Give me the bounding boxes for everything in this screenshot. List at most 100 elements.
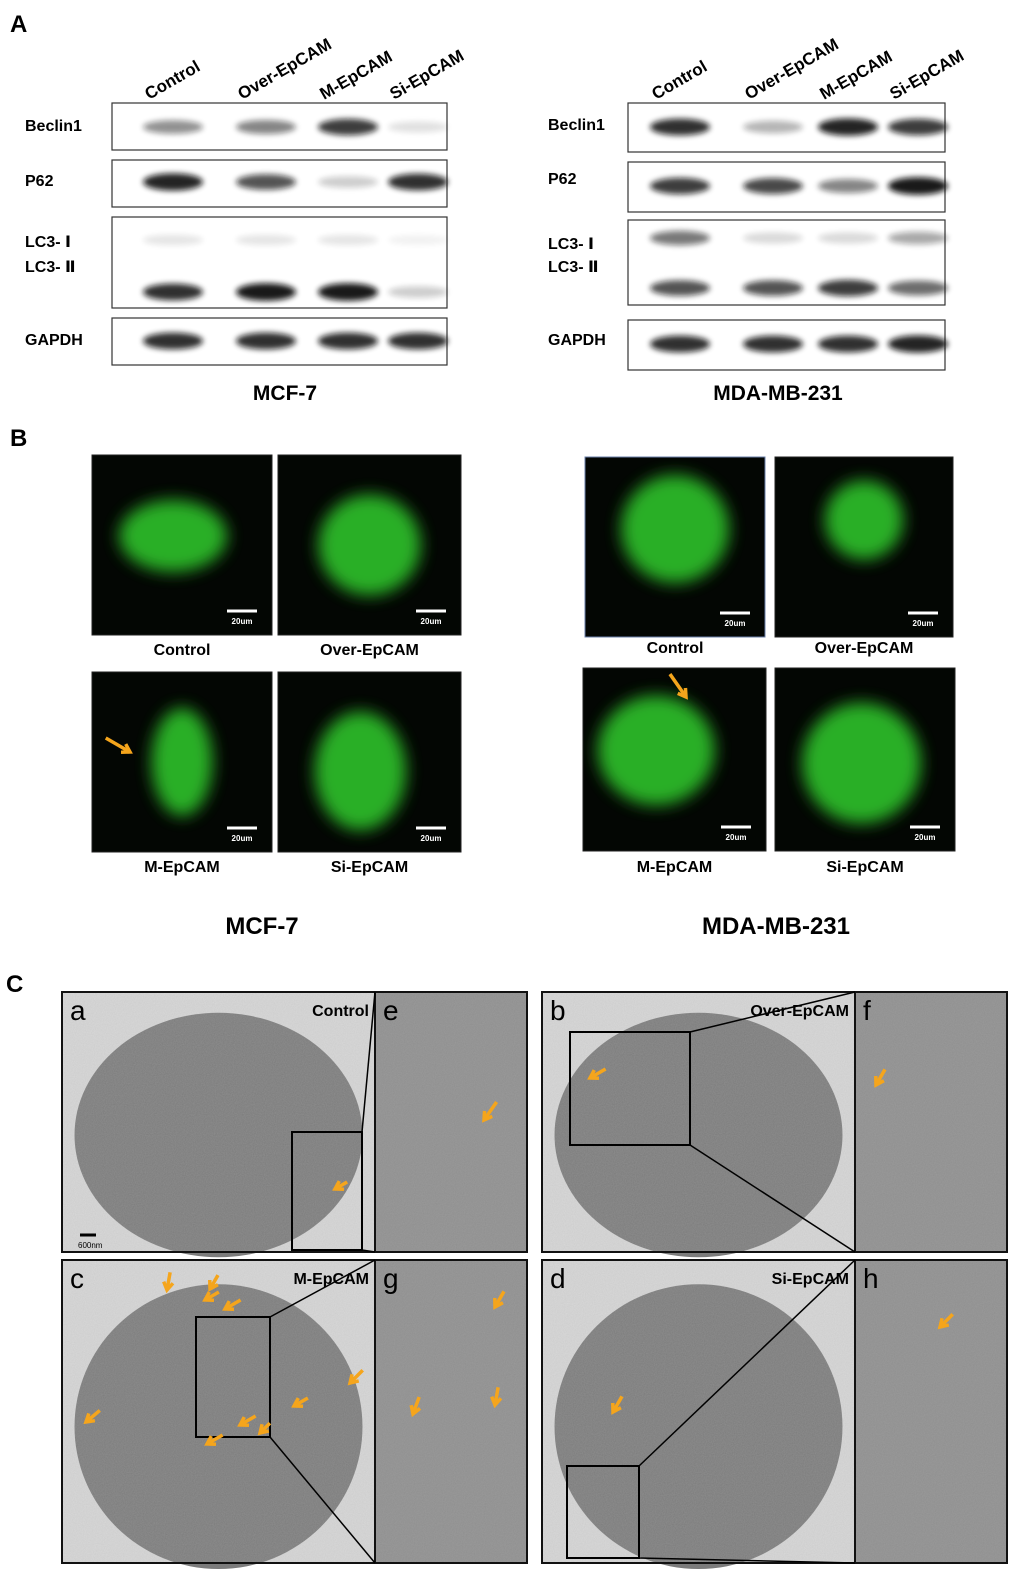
band	[888, 231, 948, 245]
zoom-box	[566, 1465, 640, 1559]
band	[236, 120, 296, 134]
scale-bar-label: 20um	[915, 833, 936, 842]
band	[143, 283, 203, 301]
scale-bar-label: 20um	[232, 617, 253, 626]
band	[388, 286, 448, 298]
arrow-head	[490, 1395, 503, 1409]
cell-glow	[318, 494, 421, 596]
zoom-line	[361, 991, 376, 1133]
lane-label: Si-EpCAM	[887, 46, 968, 104]
band	[318, 283, 378, 301]
image-caption: M-EpCAM	[637, 859, 713, 876]
image-caption: Over-EpCAM	[815, 640, 914, 657]
band	[818, 279, 878, 297]
row-label: LC3- Ⅱ	[548, 259, 599, 276]
zoom-line	[361, 1249, 376, 1253]
image-letter: h	[863, 1263, 879, 1294]
band	[388, 234, 448, 246]
zoom-box	[195, 1316, 271, 1438]
tem-border	[374, 1259, 528, 1564]
image-caption: Control	[154, 642, 211, 659]
band	[743, 335, 803, 353]
zoom-line	[269, 1259, 376, 1318]
cell-line-label: MDA-MB-231	[713, 382, 843, 405]
scale-bar-label: 600nm	[78, 1241, 103, 1250]
band	[318, 234, 378, 246]
row-label: LC3- Ⅱ	[25, 259, 76, 276]
arrow-head	[222, 1300, 235, 1311]
arrow-head	[237, 1416, 250, 1427]
image-caption: M-EpCAM	[144, 859, 220, 876]
arrow-head	[493, 1297, 504, 1310]
panel-label: C	[6, 971, 23, 998]
cell-line-label: MDA-MB-231	[702, 913, 850, 940]
arrow-head	[409, 1404, 422, 1418]
arrow-head	[874, 1075, 885, 1088]
image-caption: Si-EpCAM	[331, 859, 408, 876]
band	[236, 174, 296, 190]
arrow	[104, 736, 131, 754]
image-letter: a	[70, 995, 86, 1026]
arrow-head	[120, 743, 133, 754]
cell-glow	[824, 480, 904, 560]
image-letter: f	[863, 995, 871, 1026]
arrow-head	[611, 1402, 622, 1415]
zoom-line	[638, 1259, 856, 1467]
tem-border	[374, 991, 528, 1253]
band	[236, 283, 296, 301]
band	[743, 178, 803, 194]
tem-texture	[62, 1260, 375, 1563]
image-letter: e	[383, 995, 399, 1026]
tem-texture	[855, 1260, 1007, 1563]
scale-bar-label: 20um	[421, 834, 442, 843]
arrow-head	[162, 1280, 175, 1294]
band	[743, 120, 803, 134]
image-caption: Si-EpCAM	[826, 859, 903, 876]
row-label: Beclin1	[548, 117, 605, 134]
arrow	[668, 673, 688, 699]
band	[143, 120, 203, 134]
band	[318, 118, 378, 136]
cell-glow	[314, 711, 407, 831]
row-label: P62	[25, 173, 54, 190]
band	[650, 118, 710, 136]
row-label: GAPDH	[548, 332, 606, 349]
arrow-head	[291, 1397, 304, 1408]
scale-bar-label: 20um	[232, 834, 253, 843]
band	[743, 232, 803, 244]
band	[318, 176, 378, 188]
image-caption: Control	[647, 640, 704, 657]
band	[143, 332, 203, 350]
lane-label: Control	[649, 57, 711, 104]
lane-label: Si-EpCAM	[387, 46, 468, 104]
band	[888, 280, 948, 296]
band	[143, 234, 203, 246]
cell-glow	[151, 708, 213, 816]
band	[650, 280, 710, 296]
scale-bar-label: 20um	[725, 619, 746, 628]
band	[650, 177, 710, 195]
cell-glow	[802, 702, 921, 824]
arrow-head	[347, 1373, 360, 1386]
lane-label: Control	[142, 57, 204, 104]
band	[743, 280, 803, 296]
band	[388, 173, 448, 191]
band	[818, 179, 878, 193]
scale-bar-label: 20um	[421, 617, 442, 626]
band	[818, 118, 878, 136]
arrow-head	[677, 687, 688, 700]
band	[818, 232, 878, 244]
zoom-line	[689, 1144, 856, 1253]
lane-label: M-EpCAM	[317, 47, 396, 104]
arrow	[482, 1100, 499, 1122]
band	[888, 118, 948, 136]
tem-border	[854, 1259, 1008, 1564]
zoom-box	[569, 1031, 691, 1146]
row-label: LC3- Ⅰ	[25, 234, 71, 251]
image-caption: Over-EpCAM	[320, 642, 419, 659]
image-letter: g	[383, 1263, 399, 1294]
panel-label: B	[10, 425, 27, 452]
arrow-head	[482, 1110, 493, 1123]
